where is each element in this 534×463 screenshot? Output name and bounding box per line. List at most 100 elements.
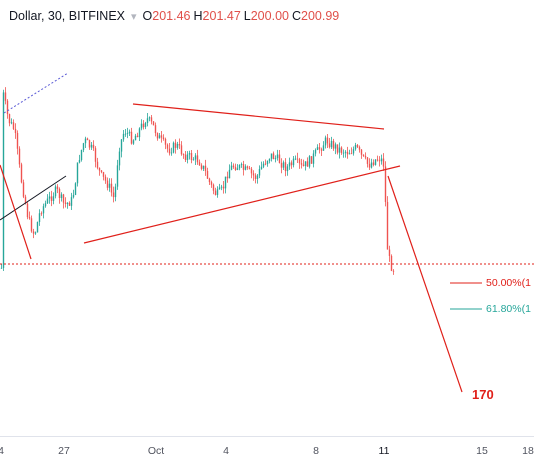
candle-body bbox=[268, 158, 271, 162]
candle-body bbox=[28, 217, 31, 219]
candle-body bbox=[220, 186, 223, 188]
chevron-down-icon[interactable]: ▾ bbox=[131, 10, 137, 23]
candle-body bbox=[22, 182, 25, 197]
candle-body bbox=[2, 92, 5, 268]
candle-body bbox=[194, 155, 197, 160]
candle-body bbox=[286, 166, 289, 172]
candle-body bbox=[12, 122, 15, 129]
candle-body bbox=[54, 186, 57, 197]
candle-body bbox=[314, 149, 317, 154]
candle-body bbox=[352, 149, 355, 154]
candle-body bbox=[164, 139, 167, 145]
candle-body bbox=[236, 168, 239, 170]
candle-body bbox=[170, 152, 173, 154]
x-tick-label: 18 bbox=[522, 445, 534, 457]
candle-body bbox=[148, 117, 151, 119]
candle-body bbox=[208, 178, 211, 183]
open-label: O bbox=[142, 9, 153, 23]
candle-body bbox=[172, 142, 175, 153]
candle-body bbox=[78, 159, 81, 163]
candle-body bbox=[270, 153, 273, 159]
high-label: H bbox=[193, 9, 203, 23]
candle-body bbox=[110, 183, 113, 193]
candle-body bbox=[326, 137, 329, 144]
triangle-upper-line bbox=[132, 103, 385, 130]
symbol-title[interactable]: Dollar, 30, BITFINEX bbox=[9, 9, 126, 23]
candle-body bbox=[250, 168, 253, 174]
candle-body bbox=[0, 267, 3, 269]
candle-body bbox=[342, 152, 345, 154]
high-value: 201.47 bbox=[202, 9, 241, 23]
candle-body bbox=[330, 140, 333, 148]
candle-body bbox=[114, 186, 117, 198]
left-down-line bbox=[0, 164, 32, 260]
candle-body bbox=[50, 196, 53, 201]
candle-body bbox=[94, 148, 97, 162]
candle-body bbox=[240, 164, 243, 165]
x-tick-label: 8 bbox=[313, 445, 319, 457]
candle-body bbox=[92, 144, 95, 149]
candle-body bbox=[126, 133, 129, 134]
candle-body bbox=[168, 148, 171, 154]
candle-body bbox=[10, 122, 13, 124]
candle-body bbox=[274, 158, 277, 160]
candle-body bbox=[246, 166, 249, 168]
candle-body bbox=[8, 114, 11, 124]
candle-body bbox=[322, 145, 325, 151]
open-value: 201.46 bbox=[152, 9, 191, 23]
candle-body bbox=[26, 203, 29, 218]
candle-body bbox=[216, 189, 219, 195]
x-tick-label: 4 bbox=[0, 445, 4, 457]
candle-body bbox=[304, 161, 307, 166]
candle-body bbox=[320, 149, 323, 151]
candle-body bbox=[386, 201, 389, 250]
candle-body bbox=[106, 180, 109, 188]
candle-body bbox=[204, 165, 207, 171]
candle-body bbox=[360, 149, 363, 155]
candle-body bbox=[4, 92, 7, 101]
candle-body bbox=[276, 154, 279, 159]
candle-body bbox=[128, 131, 131, 134]
candle-body bbox=[150, 117, 153, 122]
candle-body bbox=[280, 163, 283, 168]
candle-body bbox=[152, 121, 155, 126]
candle-body bbox=[266, 161, 269, 165]
candle-body bbox=[188, 153, 191, 155]
candle-body bbox=[166, 144, 169, 149]
candle-body bbox=[232, 165, 235, 168]
candle-body bbox=[124, 133, 127, 135]
candle-body bbox=[68, 202, 71, 206]
candle-body bbox=[306, 161, 309, 167]
fib-50-label: 50.00%(1 bbox=[486, 277, 531, 289]
candle-body bbox=[300, 163, 303, 165]
candle-body bbox=[98, 167, 101, 171]
candle-body bbox=[18, 148, 21, 165]
candle-body bbox=[82, 143, 85, 150]
candle-body bbox=[374, 159, 377, 165]
candle-body bbox=[248, 167, 251, 169]
candle-body bbox=[302, 164, 305, 166]
candle-body bbox=[14, 128, 17, 134]
candle-body bbox=[244, 166, 247, 170]
candle-body bbox=[44, 203, 47, 207]
candle-body bbox=[260, 166, 263, 170]
close-label: C bbox=[291, 9, 301, 23]
candle-body bbox=[324, 137, 327, 146]
price-chart[interactable] bbox=[0, 0, 534, 436]
candle-body bbox=[284, 162, 287, 172]
candle-body bbox=[6, 100, 9, 115]
candle-body bbox=[24, 196, 27, 204]
candle-body bbox=[198, 162, 201, 166]
candle-body bbox=[38, 213, 41, 223]
candle-body bbox=[290, 162, 293, 166]
candle-body bbox=[340, 147, 343, 153]
candle-body bbox=[256, 175, 259, 179]
candle-body bbox=[222, 186, 225, 189]
candle-body bbox=[344, 151, 347, 153]
candle-body bbox=[318, 147, 321, 150]
candle-body bbox=[372, 162, 375, 165]
time-axis[interactable]: 4 27 Oct 4 8 11 15 18 bbox=[0, 436, 534, 463]
candle-body bbox=[36, 222, 39, 233]
candle-body bbox=[252, 173, 255, 176]
candle-body bbox=[278, 154, 281, 164]
